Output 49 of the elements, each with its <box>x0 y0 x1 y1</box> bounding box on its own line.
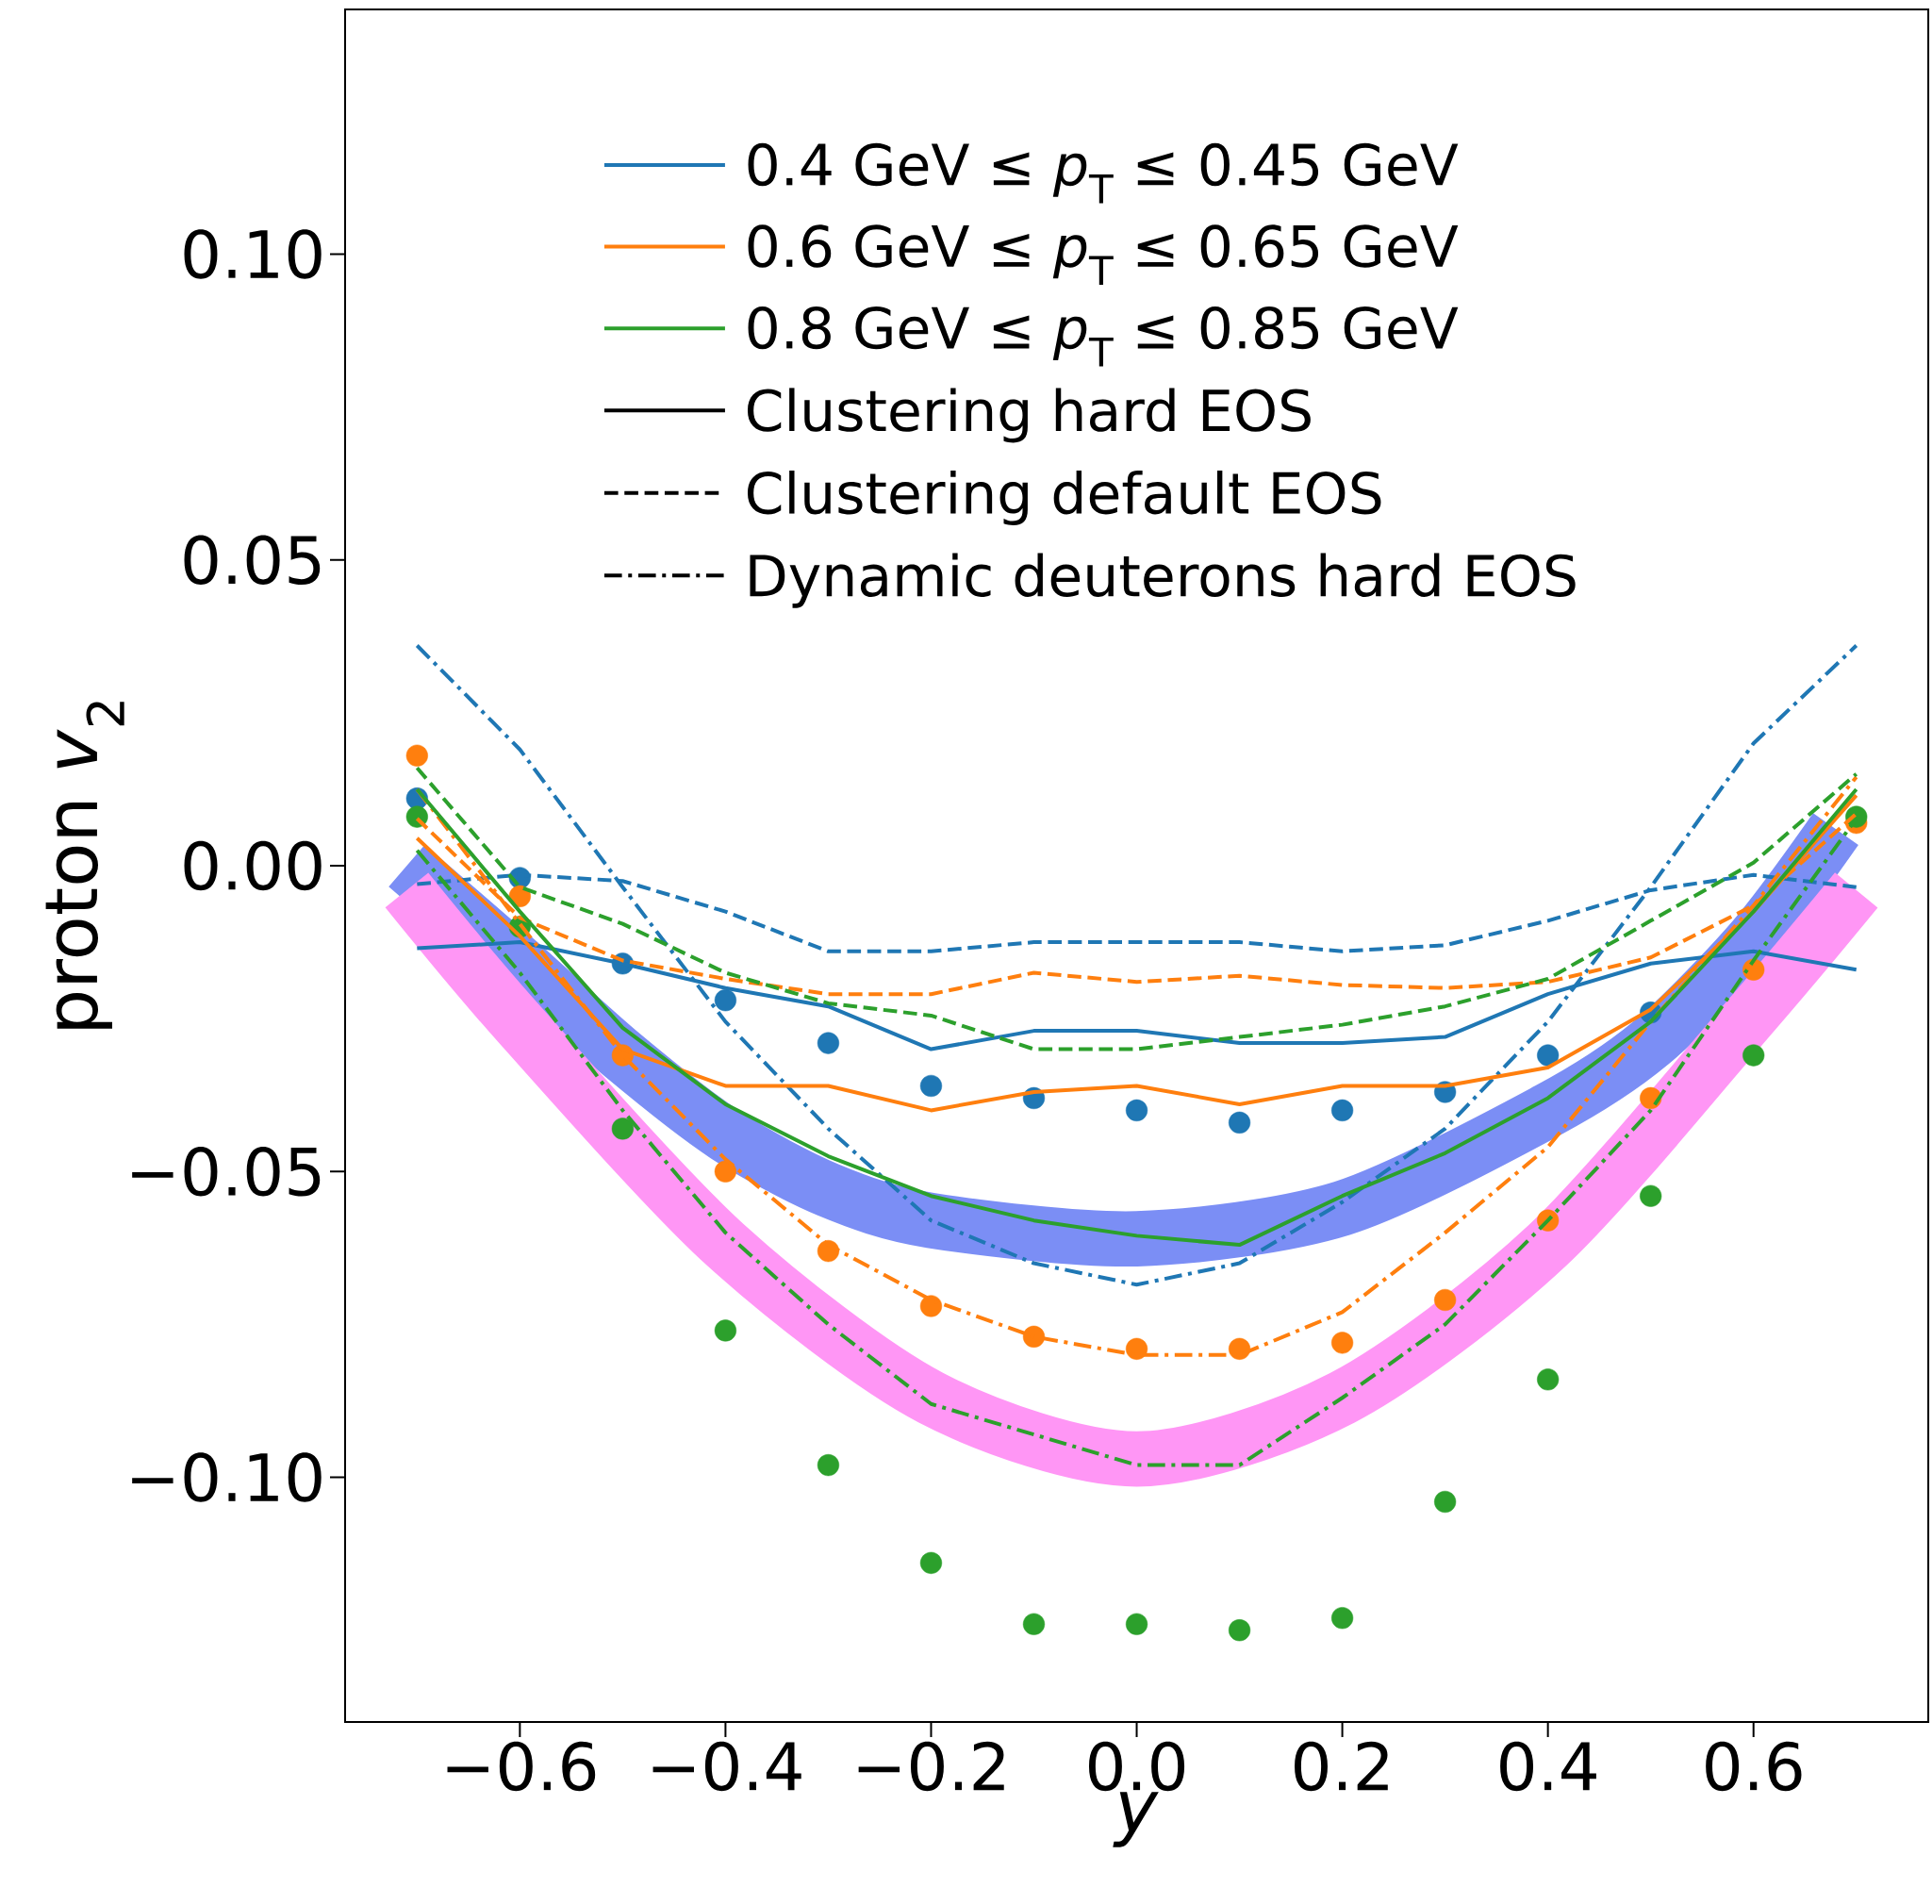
x-tick-label: 0.0 <box>1088 1741 1185 1792</box>
x-tick-label: −0.4 <box>652 1741 801 1792</box>
legend-label: Clustering default EOS <box>747 470 1381 526</box>
legend-label: Clustering hard EOS <box>747 388 1311 443</box>
line-series <box>415 643 1858 1287</box>
point <box>1228 1619 1251 1642</box>
y-tick-label: −0.10 <box>132 1452 322 1502</box>
point <box>1434 1288 1457 1312</box>
point <box>405 744 428 767</box>
legend-label: 0.8 GeV ≤ p$_{T}$ ≤ 0.85 GeV <box>748 306 1459 367</box>
point <box>714 1319 737 1342</box>
point <box>508 885 531 908</box>
point <box>1228 1111 1251 1134</box>
x-tick-label: 0.6 <box>1706 1741 1802 1792</box>
x-axis-title: y <box>1113 1792 1159 1847</box>
point <box>1537 1368 1560 1391</box>
x-tick-label: −0.6 <box>447 1741 596 1792</box>
point <box>1125 1337 1148 1360</box>
point <box>1228 1337 1251 1360</box>
point <box>919 1074 943 1098</box>
point <box>611 1118 634 1140</box>
point <box>714 1160 737 1183</box>
point <box>817 1453 840 1477</box>
point <box>1330 1332 1354 1354</box>
legend-label: Dynamic deuterons hard EOS <box>750 553 1576 608</box>
point <box>1330 1607 1354 1630</box>
point <box>1640 1184 1662 1207</box>
point <box>1125 1613 1148 1635</box>
x-tick-label: −0.2 <box>858 1741 1004 1792</box>
point <box>1022 1325 1046 1348</box>
point <box>1742 1044 1765 1067</box>
point <box>1537 1044 1560 1067</box>
x-tick-label: 0.4 <box>1500 1741 1596 1792</box>
x-tick-label: 0.2 <box>1295 1741 1388 1792</box>
legend-label: 0.4 GeV ≤ p$_{T}$ ≤ 0.45 GeV <box>748 142 1459 204</box>
y-axis-title: proton v$_{2}$ <box>45 702 124 1029</box>
point <box>919 1551 943 1574</box>
point <box>714 989 737 1012</box>
point <box>1022 1613 1046 1635</box>
point <box>1125 1099 1148 1122</box>
y-tick-label: 0.05 <box>184 535 321 585</box>
y-tick-label: −0.05 <box>132 1147 321 1197</box>
y-tick-label: 0.10 <box>184 229 322 279</box>
point <box>1434 1490 1457 1514</box>
point <box>919 1295 943 1317</box>
point <box>817 1032 840 1054</box>
point <box>1330 1099 1354 1122</box>
y-tick-label: 0.00 <box>184 840 322 891</box>
legend-label: 0.6 GeV ≤ p$_{T}$ ≤ 0.65 GeV <box>748 224 1459 286</box>
